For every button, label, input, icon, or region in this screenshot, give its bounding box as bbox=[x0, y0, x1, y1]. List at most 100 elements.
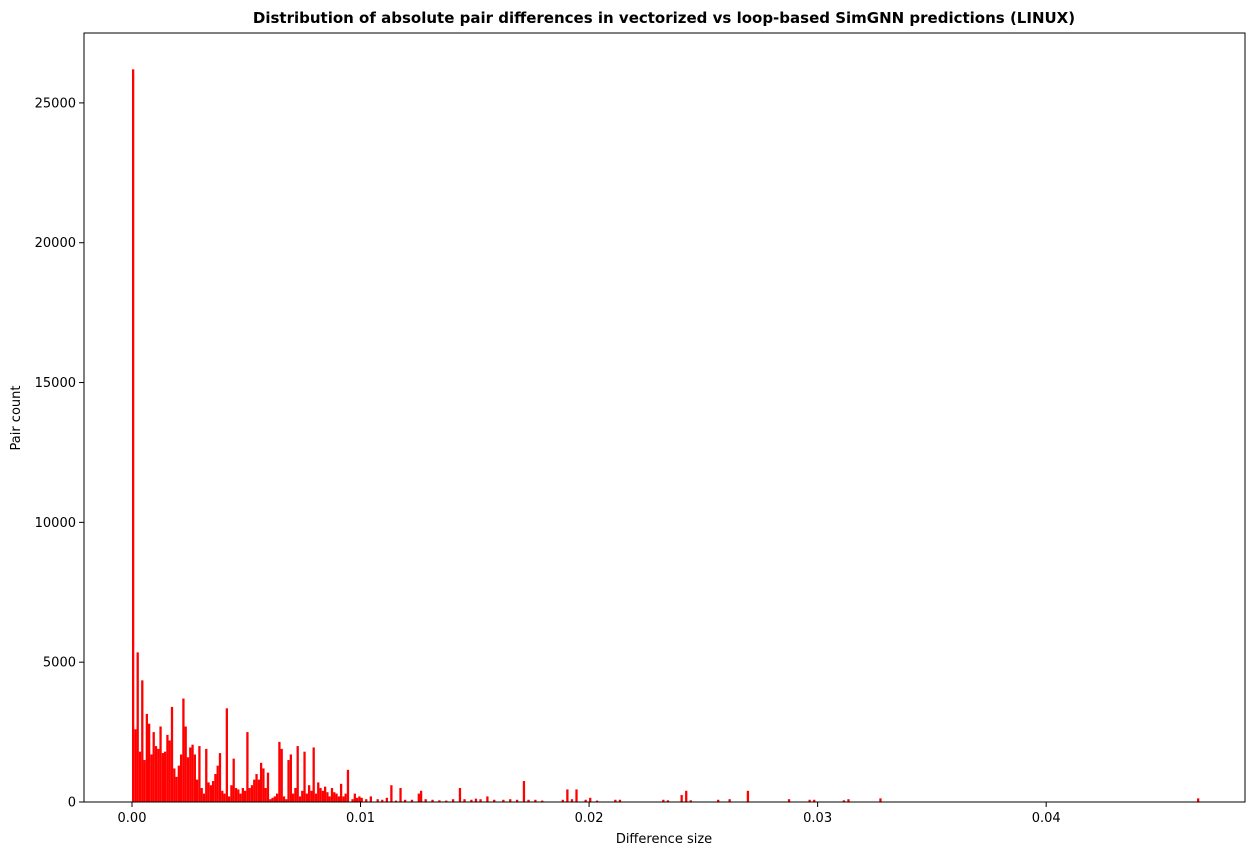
histogram-bar bbox=[255, 774, 258, 802]
histogram-bar bbox=[381, 799, 384, 802]
histogram-bar bbox=[728, 799, 731, 802]
histogram-bar bbox=[502, 799, 505, 802]
histogram-bar bbox=[161, 753, 164, 802]
histogram-bar bbox=[842, 800, 846, 802]
histogram-bar bbox=[298, 796, 302, 802]
histogram-bar bbox=[369, 796, 372, 802]
histogram-bar bbox=[337, 796, 340, 802]
histogram-bar bbox=[239, 793, 242, 802]
histogram-bar bbox=[403, 799, 407, 802]
histogram-bar bbox=[207, 782, 210, 802]
histogram-bar bbox=[152, 732, 155, 802]
histogram-bar bbox=[534, 799, 537, 802]
histogram-bar bbox=[326, 792, 329, 802]
histogram-bar bbox=[685, 790, 688, 802]
histogram-bar bbox=[193, 754, 196, 802]
histogram-bar bbox=[227, 796, 231, 802]
histogram-bar bbox=[618, 799, 622, 802]
histogram-bar bbox=[198, 746, 201, 802]
histogram-bar bbox=[570, 799, 574, 802]
histogram-bar bbox=[319, 788, 322, 802]
histogram-bar bbox=[417, 793, 420, 802]
y-tick-label: 0 bbox=[68, 796, 76, 811]
histogram-bar bbox=[280, 748, 283, 802]
histogram-bar bbox=[168, 740, 171, 802]
histogram-bar bbox=[333, 792, 336, 802]
histogram-bar bbox=[221, 790, 224, 802]
histogram-bar bbox=[595, 800, 599, 802]
histogram-bar bbox=[170, 706, 174, 802]
x-tick-label: 0.01 bbox=[346, 811, 375, 826]
y-tick-label: 10000 bbox=[35, 516, 76, 531]
histogram-bar bbox=[184, 726, 187, 802]
histogram-bar bbox=[808, 799, 811, 802]
x-tick-label: 0.02 bbox=[575, 811, 604, 826]
histogram-bar bbox=[246, 732, 249, 802]
histogram-bar bbox=[879, 798, 882, 802]
histogram-bar bbox=[312, 747, 315, 802]
histogram-bar bbox=[138, 751, 142, 802]
histogram-bar bbox=[209, 785, 212, 802]
histogram-bar bbox=[264, 788, 267, 802]
histogram-bar bbox=[269, 799, 272, 802]
histogram-bar bbox=[287, 760, 290, 802]
histogram-bar bbox=[614, 799, 617, 802]
histogram-bar bbox=[189, 747, 192, 802]
histogram-bar bbox=[134, 729, 137, 802]
histogram-bar bbox=[515, 799, 519, 802]
histogram-bar bbox=[493, 799, 496, 802]
histogram-bar bbox=[1197, 798, 1200, 802]
histogram-bar bbox=[248, 788, 251, 802]
histogram-bar bbox=[310, 790, 313, 802]
histogram-bar bbox=[584, 799, 587, 802]
histogram-bar bbox=[689, 800, 692, 802]
histogram-bar bbox=[541, 800, 544, 802]
histogram-bar bbox=[257, 779, 260, 802]
histogram-bar bbox=[342, 796, 345, 802]
histogram-bar bbox=[410, 799, 414, 802]
histogram-bar bbox=[353, 793, 356, 802]
histogram-bar bbox=[143, 760, 146, 802]
histogram-bar bbox=[355, 797, 359, 802]
histogram-bar bbox=[463, 799, 466, 802]
histogram-bar bbox=[253, 779, 256, 802]
histogram-bar bbox=[307, 785, 311, 802]
histogram-bar bbox=[166, 734, 169, 802]
histogram-bar bbox=[223, 793, 226, 802]
histogram-bar bbox=[358, 796, 361, 802]
histogram-bar bbox=[218, 753, 222, 802]
histogram-bar bbox=[291, 793, 295, 802]
histogram-bar bbox=[376, 799, 379, 802]
x-tick-label: 0.04 bbox=[1032, 811, 1061, 826]
histogram-bar bbox=[266, 772, 270, 802]
histogram-bar bbox=[225, 708, 228, 802]
histogram-bar bbox=[330, 788, 334, 802]
histogram-bar bbox=[191, 744, 194, 802]
histogram-bar bbox=[390, 785, 393, 802]
histogram-bar bbox=[328, 796, 331, 802]
histogram-bar bbox=[241, 788, 244, 802]
histogram-bar bbox=[339, 783, 343, 802]
histogram-bar bbox=[282, 796, 286, 802]
histogram-bar bbox=[385, 797, 388, 802]
histogram-bar bbox=[271, 797, 274, 802]
y-tick-label: 15000 bbox=[35, 376, 76, 391]
histogram-bar bbox=[746, 790, 750, 802]
x-tick-label: 0.00 bbox=[118, 811, 147, 826]
histogram-bar bbox=[175, 776, 178, 802]
histogram-bar bbox=[305, 793, 308, 802]
histogram-bar bbox=[575, 789, 578, 802]
histogram-bar bbox=[303, 751, 306, 802]
histogram-bar bbox=[680, 795, 683, 802]
histogram-bar bbox=[145, 713, 148, 802]
histogram-bar bbox=[314, 793, 318, 802]
bars-group bbox=[131, 69, 1200, 803]
histogram-bar bbox=[527, 799, 530, 802]
histogram-bar bbox=[214, 774, 217, 802]
histogram-bar bbox=[285, 799, 288, 802]
histogram-bar bbox=[479, 799, 482, 802]
y-tick-label: 25000 bbox=[35, 96, 76, 111]
histogram-bar bbox=[458, 788, 462, 802]
histogram-bar bbox=[273, 796, 276, 802]
